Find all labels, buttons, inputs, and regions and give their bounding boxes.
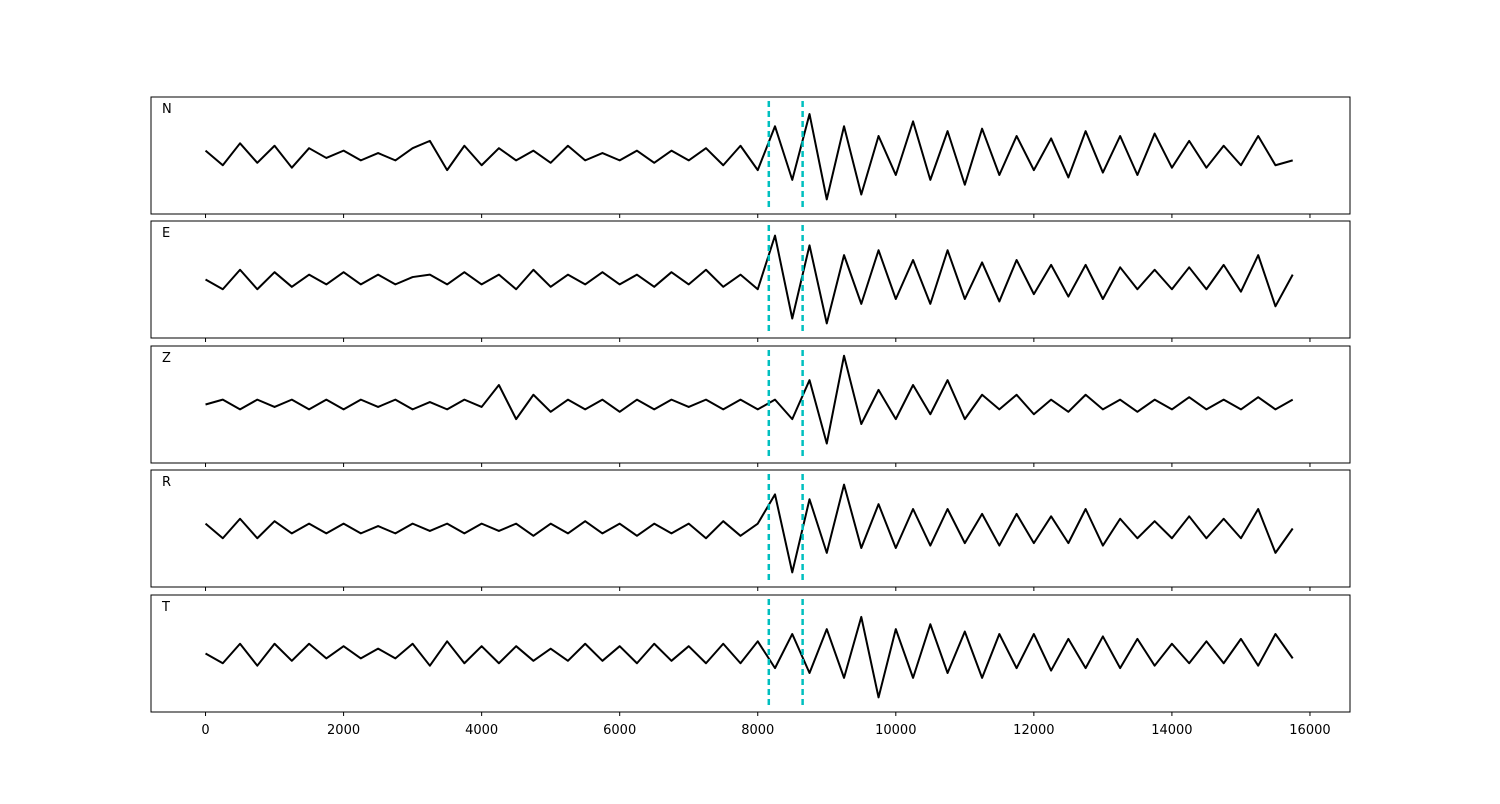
panel-label: T	[161, 600, 170, 615]
waveform	[205, 615, 1294, 699]
panel-frame	[150, 469, 1351, 588]
x-tick-label: 2000	[327, 723, 360, 738]
x-tick-label: 10000	[875, 723, 916, 738]
panel-label: R	[162, 475, 171, 490]
panel-label: E	[162, 226, 170, 241]
panel-frame	[150, 345, 1351, 464]
x-tick-label: 16000	[1289, 723, 1330, 738]
panel-label: Z	[162, 351, 171, 366]
x-tick-label: 8000	[741, 723, 774, 738]
x-tick-label: 0	[201, 723, 209, 738]
panel-label: N	[162, 102, 172, 117]
x-tick-label: 14000	[1151, 723, 1192, 738]
x-tick-label: 6000	[603, 723, 636, 738]
waveform	[205, 354, 1294, 445]
waveform	[205, 234, 1294, 325]
panel-frame	[150, 96, 1351, 215]
panel-frame	[150, 220, 1351, 339]
x-tick-label: 12000	[1013, 723, 1054, 738]
waveform	[204, 113, 1293, 201]
panel-frame	[150, 594, 1351, 713]
x-tick-label: 4000	[465, 723, 498, 738]
waveform	[204, 483, 1294, 574]
